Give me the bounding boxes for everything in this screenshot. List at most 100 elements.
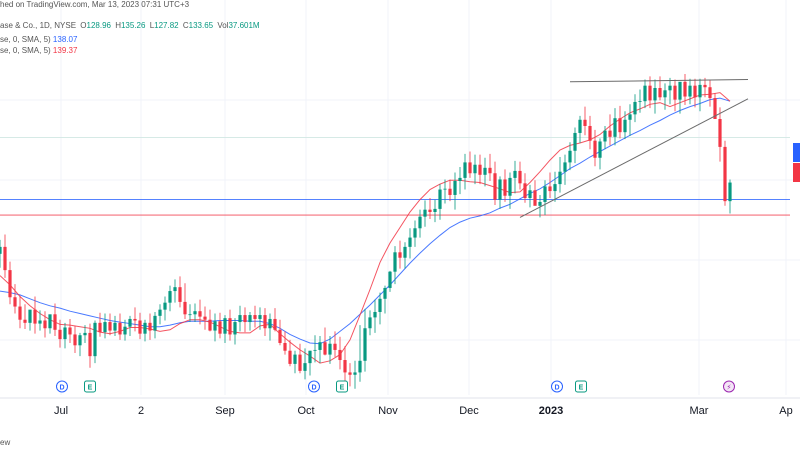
candle-30 <box>148 313 152 340</box>
event-marker-shape-0 <box>56 380 68 393</box>
open-label: O <box>80 21 87 30</box>
candle-body-11 <box>53 314 57 330</box>
candle-25 <box>123 319 127 341</box>
ma-legend-red[interactable]: se, 0, SMA, 5) 139.37 <box>0 46 77 56</box>
event-marker-0[interactable]: D <box>56 380 68 393</box>
open-value: 128.96 <box>86 21 111 30</box>
candle-33 <box>163 296 167 321</box>
candle-40 <box>198 299 202 325</box>
candle-31 <box>153 311 157 339</box>
candle-21 <box>103 313 107 339</box>
candle-8 <box>38 310 42 331</box>
candle-106 <box>528 184 532 208</box>
candle-13 <box>63 322 67 349</box>
candle-14 <box>68 318 72 343</box>
candle-body-66 <box>328 343 332 355</box>
candle-95 <box>473 154 477 185</box>
candle-body-100 <box>498 179 502 200</box>
candle-113 <box>563 154 567 185</box>
candle-138 <box>688 78 692 105</box>
candle-body-140 <box>698 84 702 98</box>
event-marker-5[interactable]: E <box>575 380 587 393</box>
event-marker-1[interactable]: E <box>84 380 96 393</box>
candle-34 <box>168 285 172 312</box>
candle-body-6 <box>28 309 32 323</box>
candle-body-8 <box>38 320 42 324</box>
candle-133 <box>663 83 667 110</box>
candle-66 <box>328 336 332 364</box>
candle-body-58 <box>288 350 292 364</box>
candle-body-50 <box>248 315 252 323</box>
candle-body-88 <box>438 189 442 209</box>
candle-body-97 <box>483 167 487 175</box>
candle-body-136 <box>678 81 682 100</box>
candle-body-87 <box>433 208 437 212</box>
event-marker-shape-6 <box>723 380 735 393</box>
candle-body-36 <box>178 287 182 302</box>
candle-15 <box>73 325 77 354</box>
candle-body-74 <box>368 317 372 329</box>
symbol-legend[interactable]: ase & Co., 1D, NYSE O128.96 H135.26 L127… <box>0 21 260 31</box>
candle-body-35 <box>173 287 177 292</box>
price-scale-tags <box>793 143 800 182</box>
candle-body-104 <box>518 170 522 184</box>
candle-143 <box>713 93 717 119</box>
candle-134 <box>668 77 672 105</box>
ma-legend-blue[interactable]: se, 0, SMA, 5) 138.07 <box>0 35 77 45</box>
event-markers-layer[interactable]: D E D E D E ⚡ <box>56 380 735 393</box>
candle-body-90 <box>448 188 452 195</box>
candle-135 <box>673 79 677 112</box>
candle-body-20 <box>98 322 102 333</box>
event-marker-label-5: E <box>579 385 584 392</box>
event-marker-3[interactable]: E <box>336 380 348 393</box>
candle-body-1 <box>3 246 7 271</box>
candle-92 <box>458 167 462 195</box>
candle-125 <box>623 111 627 140</box>
event-marker-shape-5 <box>575 380 587 393</box>
candle-body-131 <box>653 88 657 101</box>
candle-104 <box>518 161 522 190</box>
candle-body-109 <box>543 186 547 202</box>
candle-body-146 <box>728 182 732 202</box>
event-marker-4[interactable]: D <box>551 380 563 393</box>
candle-142 <box>708 79 712 107</box>
candle-51 <box>253 305 257 328</box>
candle-116 <box>578 115 582 144</box>
candle-118 <box>588 115 592 150</box>
x-tick-label-4: Nov <box>378 405 398 417</box>
candle-body-134 <box>668 85 672 91</box>
candle-body-142 <box>708 87 712 99</box>
event-marker-6[interactable]: ⚡ <box>723 380 735 393</box>
volume-label: Vol <box>217 21 229 30</box>
event-marker-2[interactable]: D <box>308 380 320 393</box>
candle-145 <box>723 140 727 206</box>
candle-54 <box>268 313 272 341</box>
event-marker-shape-3 <box>336 380 348 393</box>
candle-body-19 <box>93 322 97 357</box>
candle-55 <box>273 308 277 332</box>
candle-132 <box>658 76 662 101</box>
candle-26 <box>128 315 132 336</box>
candle-body-43 <box>213 321 217 331</box>
footer-caption: ew <box>0 438 11 447</box>
candle-61 <box>303 348 307 380</box>
price-tag-blue <box>793 143 800 162</box>
candle-47 <box>233 318 237 345</box>
candle-body-103 <box>513 170 517 178</box>
candle-140 <box>698 78 702 112</box>
candle-27 <box>133 307 137 332</box>
x-tick-label-0: Jul <box>54 405 68 417</box>
candle-10 <box>48 314 52 334</box>
levels-layer <box>0 137 790 216</box>
candle-body-55 <box>273 318 277 330</box>
candle-63 <box>313 335 317 363</box>
x-tick-label-7: Mar <box>690 405 709 417</box>
candle-body-62 <box>308 350 312 364</box>
candle-body-94 <box>468 162 472 174</box>
candle-112 <box>558 156 562 193</box>
candle-body-41 <box>203 316 207 320</box>
candle-3 <box>13 284 17 314</box>
ma-red-label: se, 0, SMA, 5) <box>0 46 51 55</box>
